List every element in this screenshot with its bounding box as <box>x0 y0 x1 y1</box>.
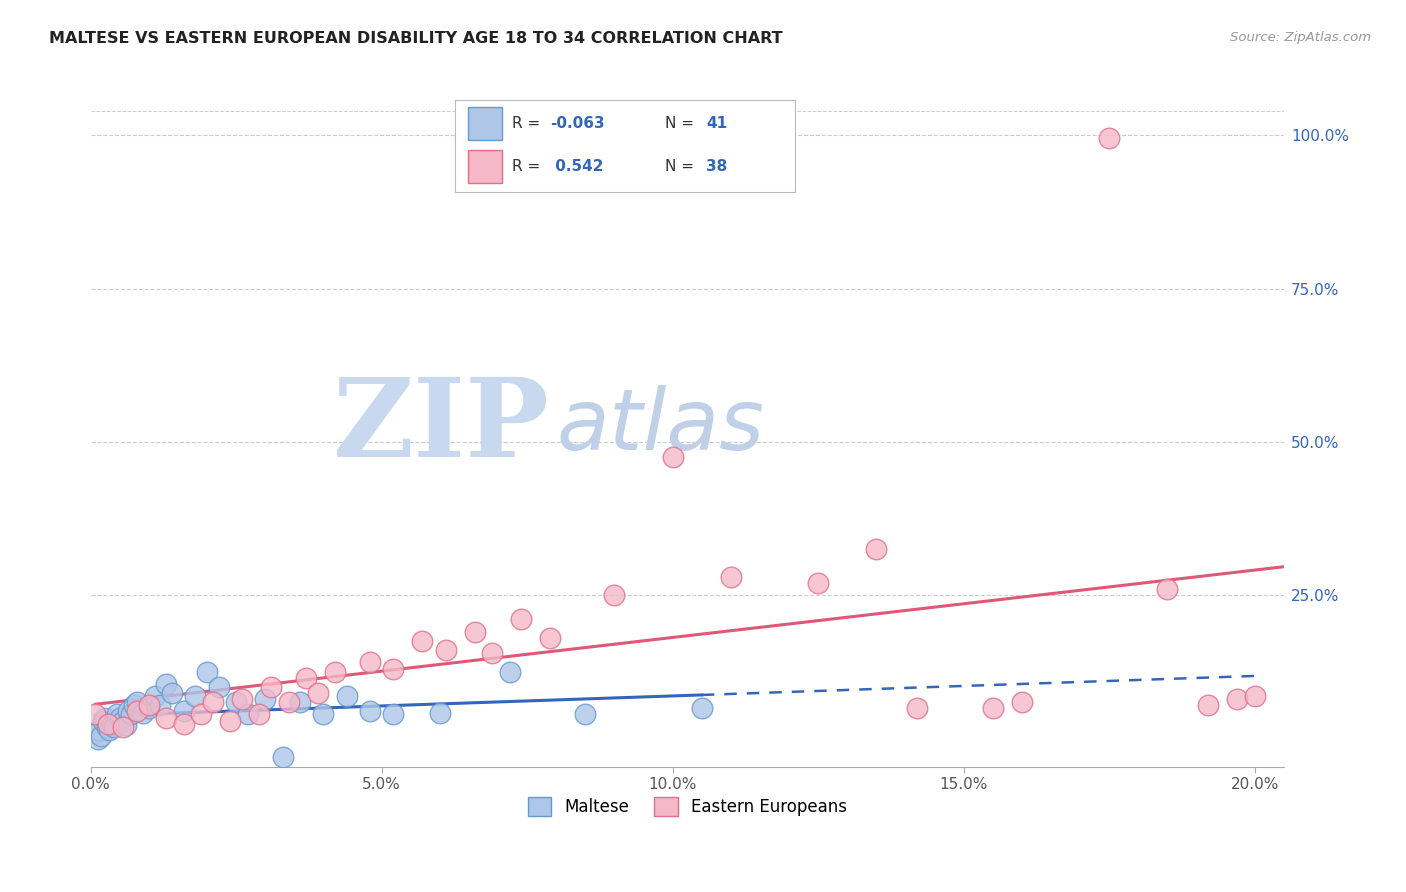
Point <box>117 705 139 719</box>
Point <box>540 631 562 645</box>
Point <box>108 710 131 724</box>
Point <box>149 698 172 713</box>
Text: MALTESE VS EASTERN EUROPEAN DISABILITY AGE 18 TO 34 CORRELATION CHART: MALTESE VS EASTERN EUROPEAN DISABILITY A… <box>49 31 783 46</box>
Point <box>429 706 451 720</box>
Point <box>382 661 405 675</box>
Point <box>323 665 346 679</box>
Point <box>173 705 195 719</box>
Point <box>231 692 253 706</box>
Point <box>160 686 183 700</box>
Point <box>720 569 742 583</box>
Point <box>481 646 503 660</box>
Point <box>905 701 928 715</box>
Point <box>190 707 212 722</box>
Point <box>277 695 299 709</box>
Point <box>1011 695 1033 709</box>
Point <box>254 692 277 706</box>
Point <box>382 707 405 722</box>
Point <box>1098 131 1121 145</box>
Point <box>96 720 118 734</box>
Point <box>260 680 283 694</box>
Point <box>1226 692 1249 706</box>
Point <box>464 624 486 639</box>
Point <box>1156 582 1178 596</box>
Point <box>201 695 224 709</box>
Point <box>127 705 149 719</box>
Point <box>411 634 433 648</box>
Point <box>434 643 457 657</box>
Point <box>690 701 713 715</box>
Point <box>295 671 318 685</box>
Point <box>127 695 149 709</box>
Point <box>312 707 335 722</box>
Text: Source: ZipAtlas.com: Source: ZipAtlas.com <box>1230 31 1371 45</box>
Point <box>114 718 136 732</box>
Point <box>359 705 381 719</box>
Legend: Maltese, Eastern Europeans: Maltese, Eastern Europeans <box>522 790 853 822</box>
Point <box>90 729 112 743</box>
Point <box>574 707 596 722</box>
Point <box>173 716 195 731</box>
Point <box>981 701 1004 715</box>
Point <box>499 665 522 679</box>
Text: atlas: atlas <box>555 385 763 468</box>
Text: ZIP: ZIP <box>333 373 550 480</box>
Point <box>138 701 160 715</box>
Point <box>307 686 329 700</box>
Point <box>288 695 311 709</box>
Point <box>93 714 115 728</box>
Point <box>336 689 359 703</box>
Point <box>208 680 231 694</box>
Point <box>807 575 830 590</box>
Point <box>100 716 122 731</box>
Point <box>603 588 626 602</box>
Point <box>98 723 121 737</box>
Point <box>249 707 271 722</box>
Point <box>510 612 533 626</box>
Point <box>103 720 125 734</box>
Point <box>132 706 155 720</box>
Point <box>86 731 108 746</box>
Point <box>1197 698 1219 713</box>
Point <box>271 750 294 764</box>
Point <box>155 677 177 691</box>
Point <box>225 695 247 709</box>
Point <box>97 716 120 731</box>
Point <box>111 714 134 728</box>
Point <box>236 707 259 722</box>
Point <box>195 665 218 679</box>
Point <box>219 714 242 728</box>
Point <box>1243 689 1265 703</box>
Point <box>184 689 207 703</box>
Point <box>94 710 117 724</box>
Point <box>122 698 145 713</box>
Point <box>120 707 142 722</box>
Point <box>138 698 160 713</box>
Point <box>84 707 107 722</box>
Point <box>89 723 111 737</box>
Point <box>84 726 107 740</box>
Point <box>105 707 128 722</box>
Point <box>143 689 166 703</box>
Point <box>155 710 177 724</box>
Point <box>865 541 887 556</box>
Point <box>111 720 134 734</box>
Point <box>359 656 381 670</box>
Point <box>661 450 683 464</box>
